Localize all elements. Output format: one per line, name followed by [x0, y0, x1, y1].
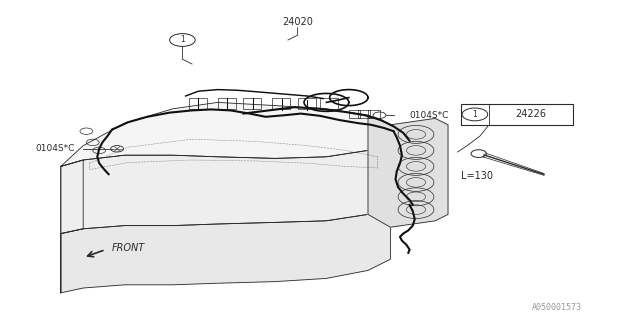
- Polygon shape: [368, 115, 448, 227]
- Bar: [189, 98, 207, 109]
- Text: A050001573: A050001573: [532, 303, 582, 312]
- Polygon shape: [61, 102, 390, 166]
- Text: 24226: 24226: [515, 109, 547, 119]
- Bar: [243, 98, 261, 109]
- Bar: [298, 98, 316, 109]
- Bar: [368, 110, 380, 118]
- Text: 0104S*C: 0104S*C: [35, 144, 75, 153]
- Bar: [358, 110, 370, 118]
- Bar: [272, 98, 290, 109]
- Bar: [461, 104, 573, 125]
- Bar: [320, 98, 338, 109]
- Polygon shape: [61, 141, 390, 234]
- Text: 1: 1: [472, 110, 477, 119]
- Polygon shape: [61, 198, 390, 293]
- Text: 1: 1: [180, 36, 185, 44]
- Text: 0104S*C: 0104S*C: [410, 111, 449, 120]
- Circle shape: [462, 108, 488, 121]
- Text: 24020: 24020: [282, 17, 313, 27]
- Bar: [349, 110, 360, 118]
- Text: FRONT: FRONT: [112, 243, 145, 253]
- Text: L=130: L=130: [461, 171, 493, 181]
- Bar: [218, 98, 236, 109]
